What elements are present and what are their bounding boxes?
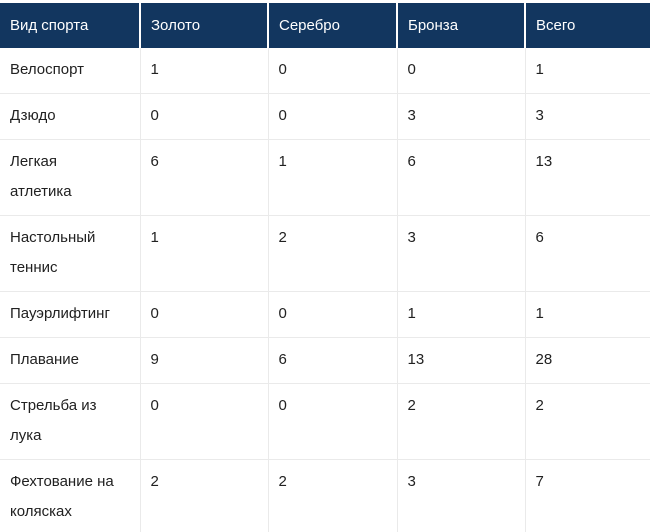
silver-cell: 2 — [267, 215, 397, 292]
silver-cell: 0 — [267, 93, 397, 140]
table-row: Плавание 9 6 13 28 — [0, 337, 650, 384]
table-row: Велоспорт 1 0 0 1 — [0, 48, 650, 94]
column-header-sport: Вид спорта — [0, 3, 140, 48]
gold-cell: 0 — [139, 93, 268, 140]
total-cell: 13 — [524, 139, 650, 216]
total-cell: 1 — [524, 291, 650, 338]
silver-cell: 0 — [267, 48, 397, 94]
sport-cell: Велоспорт — [0, 48, 140, 94]
table-row: Дзюдо 0 0 3 3 — [0, 93, 650, 140]
sport-cell: Дзюдо — [0, 93, 140, 140]
medals-table: Вид спорта Золото Серебро Бронза Всего В… — [0, 3, 650, 532]
table-row: Пауэрлифтинг 0 0 1 1 — [0, 291, 650, 338]
column-header-total: Всего — [524, 3, 650, 48]
sport-cell: Настольный теннис — [0, 215, 140, 292]
gold-cell: 1 — [139, 215, 268, 292]
bronze-cell: 3 — [396, 459, 525, 532]
total-cell: 28 — [524, 337, 650, 384]
table-row: Легкая атлетика 6 1 6 13 — [0, 139, 650, 216]
total-cell: 3 — [524, 93, 650, 140]
sport-cell: Плавание — [0, 337, 140, 384]
sport-cell: Фехтование на колясках — [0, 459, 140, 532]
gold-cell: 0 — [139, 383, 268, 460]
gold-cell: 6 — [139, 139, 268, 216]
total-cell: 2 — [524, 383, 650, 460]
column-header-bronze: Бронза — [396, 3, 525, 48]
gold-cell: 2 — [139, 459, 268, 532]
gold-cell: 0 — [139, 291, 268, 338]
silver-cell: 2 — [267, 459, 397, 532]
sport-cell: Легкая атлетика — [0, 139, 140, 216]
table-row: Стрельба из лука 0 0 2 2 — [0, 383, 650, 460]
silver-cell: 0 — [267, 291, 397, 338]
table-row: Фехтование на колясках 2 2 3 7 — [0, 459, 650, 532]
silver-cell: 1 — [267, 139, 397, 216]
bronze-cell: 1 — [396, 291, 525, 338]
silver-cell: 0 — [267, 383, 397, 460]
bronze-cell: 3 — [396, 93, 525, 140]
column-header-silver: Серебро — [267, 3, 397, 48]
silver-cell: 6 — [267, 337, 397, 384]
gold-cell: 1 — [139, 48, 268, 94]
total-cell: 7 — [524, 459, 650, 532]
bronze-cell: 6 — [396, 139, 525, 216]
sport-cell: Пауэрлифтинг — [0, 291, 140, 338]
bronze-cell: 3 — [396, 215, 525, 292]
total-cell: 6 — [524, 215, 650, 292]
total-cell: 1 — [524, 48, 650, 94]
column-header-gold: Золото — [139, 3, 268, 48]
header-row: Вид спорта Золото Серебро Бронза Всего — [0, 3, 650, 48]
gold-cell: 9 — [139, 337, 268, 384]
bronze-cell: 13 — [396, 337, 525, 384]
bronze-cell: 0 — [396, 48, 525, 94]
sport-cell: Стрельба из лука — [0, 383, 140, 460]
bronze-cell: 2 — [396, 383, 525, 460]
table-row: Настольный теннис 1 2 3 6 — [0, 215, 650, 292]
table-body: Велоспорт 1 0 0 1 Дзюдо 0 0 3 3 Легкая а… — [0, 48, 650, 532]
